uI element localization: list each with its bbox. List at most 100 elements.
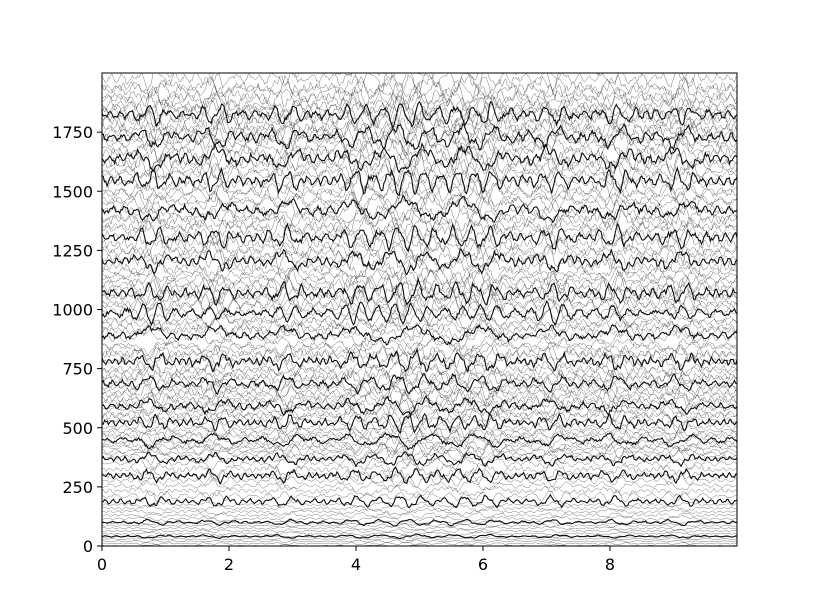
trace-line [102, 446, 737, 461]
trace-line [102, 265, 737, 287]
trace-line [102, 277, 737, 306]
y-axis: 0 250 500 750 1000 1250 1500 1750 [52, 123, 102, 556]
trace-line [102, 181, 737, 207]
trace-line [102, 395, 737, 418]
trace-line [102, 336, 737, 358]
trace-line [102, 493, 737, 509]
trace-line [102, 123, 737, 151]
trace-line [102, 157, 737, 187]
trace-line [102, 412, 737, 434]
trace-line [102, 350, 737, 371]
trace-line [102, 474, 737, 488]
trace-line [102, 323, 737, 346]
trace-line [102, 479, 737, 493]
trace-line [102, 138, 737, 166]
y-tick-label: 1500 [52, 182, 93, 201]
trace-line [102, 177, 737, 206]
x-tick-label: 0 [97, 555, 107, 574]
trace-line [102, 283, 737, 308]
trace-line [102, 466, 737, 486]
trace-line [102, 383, 737, 403]
trace-line [102, 194, 737, 224]
trace-line [102, 358, 737, 380]
trace-line [102, 82, 737, 110]
trace-line [102, 73, 737, 92]
trace-line [102, 523, 737, 528]
trace-line [102, 377, 737, 398]
trace-line [102, 455, 737, 473]
trace-line [102, 103, 737, 133]
y-tick-label: 1750 [52, 123, 93, 142]
trace-line [102, 504, 737, 513]
trace-line [102, 376, 737, 395]
y-tick-label: 1250 [52, 241, 93, 260]
trace-line [102, 431, 737, 451]
trace-line [102, 489, 737, 503]
trace-line [102, 230, 737, 257]
trace-line [102, 544, 737, 546]
trace-line [102, 92, 737, 125]
trace-line [102, 451, 737, 468]
trace-line [102, 518, 737, 527]
trace-line [102, 448, 737, 467]
trace-line [102, 405, 737, 423]
trace-line [102, 389, 737, 410]
trace-line [102, 309, 737, 330]
trace-line [102, 118, 737, 149]
trace-line [102, 300, 737, 327]
trace-line [102, 515, 737, 523]
trace-line [102, 399, 737, 417]
trace-line [102, 385, 737, 405]
trace-line [102, 246, 737, 270]
trace-line [102, 271, 737, 298]
trace-line [102, 222, 737, 253]
trace-line [102, 391, 737, 413]
trace-line [102, 372, 737, 396]
trace-line [102, 142, 737, 174]
trace-line [102, 439, 737, 457]
trace-line [102, 461, 737, 479]
y-tick-label: 250 [62, 478, 93, 497]
trace-line [102, 533, 737, 540]
trace-line [102, 531, 737, 537]
trace-line [102, 133, 737, 162]
trace-line [102, 91, 737, 121]
trace-line [102, 511, 737, 520]
trace-line [102, 327, 737, 350]
trace-line [102, 500, 737, 509]
trace-line [102, 343, 737, 366]
trace-line [102, 151, 737, 179]
trace-line [102, 240, 737, 265]
trace-line [125, 73, 737, 82]
y-tick-label: 500 [62, 419, 93, 438]
trace-line [102, 368, 737, 389]
x-tick-label: 2 [224, 555, 234, 574]
trace-line [102, 537, 737, 541]
trace-line [102, 405, 737, 427]
trace-line [102, 525, 737, 531]
trace-line [102, 248, 737, 276]
trace-line [102, 399, 737, 419]
trace-line [102, 95, 737, 127]
y-tick-label: 750 [62, 360, 93, 379]
trace-line [102, 276, 737, 300]
trace-line [102, 301, 737, 323]
x-tick-label: 6 [478, 555, 488, 574]
trace-line [102, 170, 737, 195]
trace-line [102, 484, 737, 499]
trace-line [102, 74, 737, 102]
trace-line [102, 436, 737, 454]
trace-line [102, 188, 737, 214]
x-tick-label: 8 [605, 555, 615, 574]
trace-line [102, 85, 737, 112]
trace-line [102, 342, 737, 366]
trace-line [102, 542, 737, 546]
trace-line [102, 196, 737, 224]
trace-line [102, 100, 737, 130]
trace-line [102, 539, 737, 544]
trace-line [102, 365, 737, 386]
trace-line [102, 211, 737, 240]
trace-line [102, 443, 737, 460]
trace-line [102, 507, 737, 516]
